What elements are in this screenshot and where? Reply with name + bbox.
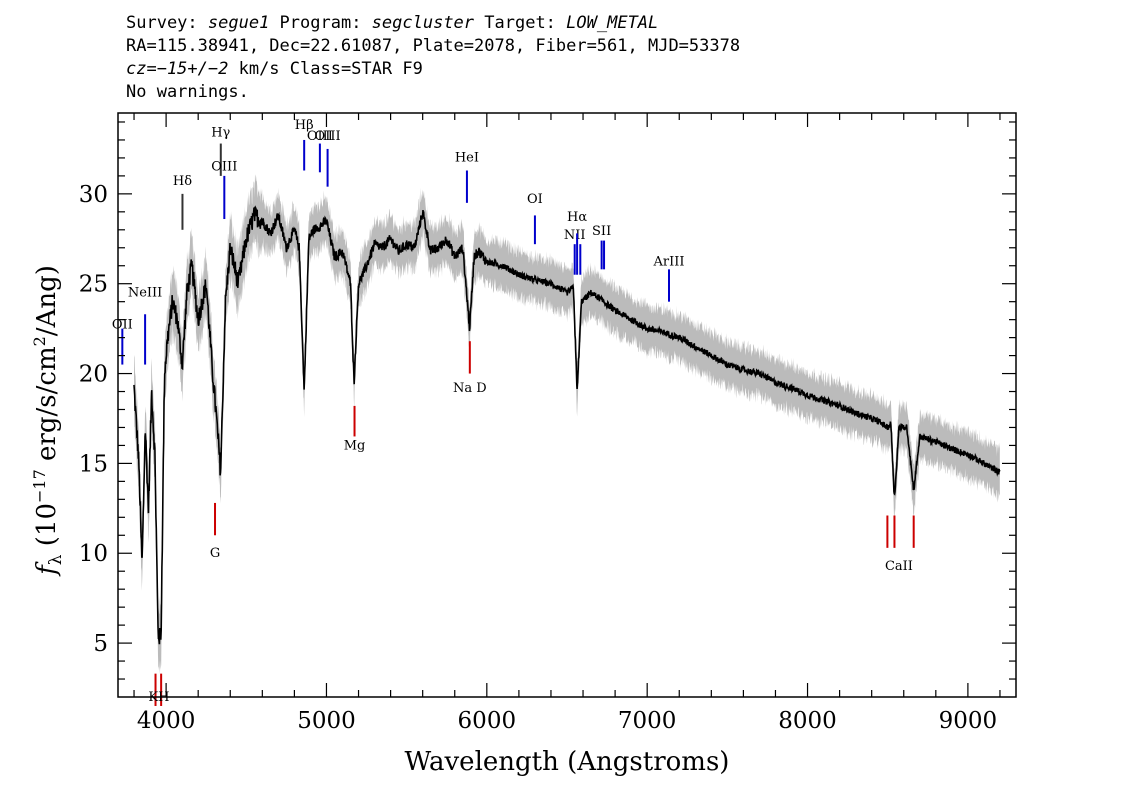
- absorption-line-label: Mg: [344, 438, 366, 453]
- header-line-redshift: cz=−15+/−2 km/s Class=STAR F9: [126, 58, 740, 81]
- y-tick-label: 25: [79, 272, 108, 298]
- x-tick-label: 7000: [618, 708, 677, 734]
- emission-line-label: Hγ: [211, 125, 230, 140]
- emission-line-label: OII: [112, 318, 133, 333]
- absorption-line-label: CaII: [885, 559, 913, 574]
- emission-line-label: OIII: [307, 129, 333, 144]
- x-tick-label: 9000: [939, 708, 998, 734]
- emission-line-label: OI: [527, 192, 543, 207]
- error-band: [134, 174, 1000, 675]
- x-tick-label: 4000: [137, 708, 196, 734]
- y-axis-title: fλ (10−17 erg/s/cm2/Ang): [30, 265, 66, 577]
- x-tick-label: 6000: [458, 708, 517, 734]
- y-tick-label: 5: [93, 631, 108, 657]
- absorption-line-label: G: [210, 546, 220, 561]
- emission-line-label: HeI: [455, 151, 479, 166]
- x-tick-label: 5000: [297, 708, 356, 734]
- header-line-coords: RA=115.38941, Dec=22.61087, Plate=2078, …: [126, 36, 741, 56]
- emission-line-label: OIII: [211, 160, 237, 175]
- header-line-warnings: No warnings.: [126, 82, 249, 102]
- emission-line-label: NeIII: [128, 285, 162, 300]
- axes: 4000 5000 6000 7000 8000 9000 5 10 15 20 25 30: [79, 112, 1017, 734]
- x-tick-label: 8000: [778, 708, 837, 734]
- absorption-line-label: Na D: [453, 381, 487, 396]
- spectrum-header: Survey: segue1 Program: segcluster Targe…: [126, 12, 740, 104]
- flux-series: [133, 205, 1001, 645]
- redshift-class: cz=−15+/−2 km/s Class=STAR F9: [126, 59, 423, 79]
- emission-line-label: OIII: [315, 129, 341, 144]
- x-axis-title: Wavelength (Angstroms): [405, 747, 730, 777]
- emission-line-label: SII: [592, 224, 611, 239]
- spectral-line-markers: OIINeIIIHδHγOIIIHβOIIIOIIIHeIOINIIHαSIIA…: [112, 118, 915, 706]
- emission-line-label: Hδ: [173, 174, 192, 189]
- y-tick-label: 30: [79, 182, 108, 208]
- emission-line-label: NII: [564, 228, 586, 243]
- plot-frame: [117, 112, 1017, 698]
- y-tick-label: 20: [79, 362, 108, 388]
- emission-line-label: ArIII: [652, 255, 684, 270]
- y-tick-label: 10: [79, 541, 108, 567]
- emission-line-label: Hβ: [295, 118, 314, 133]
- y-tick-label: 15: [79, 451, 108, 477]
- emission-line-label: Hα: [567, 210, 587, 225]
- flux-line: [133, 205, 1001, 645]
- header-line-survey: Survey: segue1 Program: segcluster Targe…: [126, 12, 740, 35]
- flux-error-band: [134, 174, 1000, 675]
- survey-program-target: Survey: segue1 Program: segcluster Targe…: [126, 13, 659, 33]
